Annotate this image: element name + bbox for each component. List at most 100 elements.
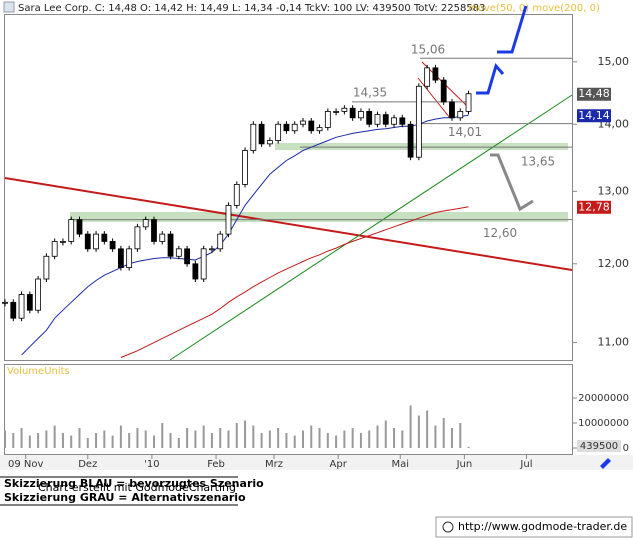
candle: [358, 111, 364, 119]
candle: [300, 120, 306, 125]
legend-blue: Skizzierung BLAU = bevorzugtes Szenario: [4, 477, 264, 490]
volume-title: VolumeUnits: [7, 366, 70, 377]
moving-average: [21, 114, 469, 356]
volume-bar: [393, 428, 396, 448]
x-tick-label: Feb: [207, 459, 225, 470]
candle: [399, 117, 406, 125]
volume-bar: [326, 433, 329, 448]
volume-bar: [301, 430, 304, 448]
candle: [308, 120, 315, 132]
x-tick-label: Mrz: [265, 459, 283, 470]
volume-bar: [450, 428, 453, 448]
candle: [250, 123, 257, 151]
volume-bar: [318, 428, 321, 448]
level-label: 12,60: [483, 226, 517, 240]
volume-bar: [169, 433, 172, 448]
candle: [126, 248, 133, 268]
volume-bar: [194, 430, 197, 448]
volume-bar: [103, 430, 106, 448]
candle: [184, 248, 191, 265]
candle: [209, 248, 215, 251]
candle: [159, 233, 166, 242]
volume-bar: [442, 418, 445, 448]
candle: [440, 79, 447, 103]
level-label: 13,65: [521, 155, 555, 169]
volume-bar: [111, 435, 114, 448]
volume-bar: [235, 423, 238, 448]
volume-bar: [285, 433, 288, 448]
volume-bar: [202, 425, 205, 448]
candle: [242, 150, 248, 185]
volume-tag: 439500: [580, 441, 618, 452]
price-tag-bg: [577, 109, 611, 123]
volume-bar: [343, 430, 346, 448]
volume-tick-label: 0: [623, 443, 629, 454]
volume-bar: [277, 428, 280, 448]
volume-bar: [384, 420, 387, 448]
candle: [43, 255, 50, 280]
x-tick-label: '10: [144, 459, 159, 470]
volume-bar: [136, 428, 139, 448]
volume-bar: [12, 433, 15, 448]
candle: [200, 248, 207, 280]
volume-bar: [210, 433, 213, 448]
volume-bar: [37, 433, 40, 448]
candle: [84, 233, 91, 250]
candle: [275, 123, 282, 141]
icon: [3, 1, 15, 13]
x-tick-label: 09 Nov: [8, 459, 44, 470]
wedge-line: [417, 77, 451, 119]
price-tag: 12,78: [578, 200, 610, 213]
candle: [341, 107, 348, 112]
candle: [134, 226, 141, 250]
candle: [233, 184, 240, 206]
candle: [225, 204, 232, 235]
y-tick-label: 15,00: [598, 55, 630, 68]
candle: [291, 123, 298, 132]
indicator-legend: move(50, 0) move(200, 0): [468, 3, 600, 14]
candle: [175, 248, 182, 257]
volume-bar: [359, 433, 362, 448]
volume-bar: [61, 433, 64, 448]
header: Sara Lee Corp. C: 14,48 O: 14,42 H: 14,4…: [18, 3, 485, 14]
candle: [349, 107, 356, 119]
volume-bar: [260, 433, 263, 448]
candle: [101, 233, 108, 242]
candle: [151, 219, 157, 242]
candle: [76, 219, 83, 235]
volume-bar: [177, 438, 180, 448]
candle: [167, 233, 174, 257]
volume-bar: [152, 435, 155, 448]
candle: [316, 127, 323, 132]
y-tick-label: 11,00: [598, 336, 630, 349]
price-frame: [4, 14, 573, 361]
url-box: [435, 516, 633, 538]
volume-bar: [161, 423, 164, 448]
y-tick-label: 12,00: [598, 257, 630, 270]
candle: [10, 301, 17, 319]
candle: [449, 101, 455, 119]
scenario-blue: [497, 5, 528, 54]
volume-bar: [434, 425, 437, 448]
volume-bar: [53, 425, 56, 448]
x-tick-label: Dez: [78, 459, 97, 470]
candle: [18, 294, 25, 319]
moving-average: [120, 206, 469, 358]
volume-bar: [144, 430, 147, 448]
level-label: 14,01: [448, 125, 482, 139]
volume-bar: [4, 430, 6, 448]
candle: [258, 123, 265, 145]
candle: [465, 93, 472, 112]
volume-frame: [4, 364, 573, 455]
candle: [324, 111, 331, 128]
candle: [93, 233, 99, 250]
volume-bar: [219, 428, 222, 448]
volume-bar: [459, 423, 462, 448]
candle: [407, 123, 414, 158]
volume-bar: [368, 430, 371, 448]
volume-bar: [376, 425, 379, 448]
volume-bar: [401, 430, 404, 448]
url[interactable]: http://www.godmode-trader.de: [458, 520, 627, 533]
